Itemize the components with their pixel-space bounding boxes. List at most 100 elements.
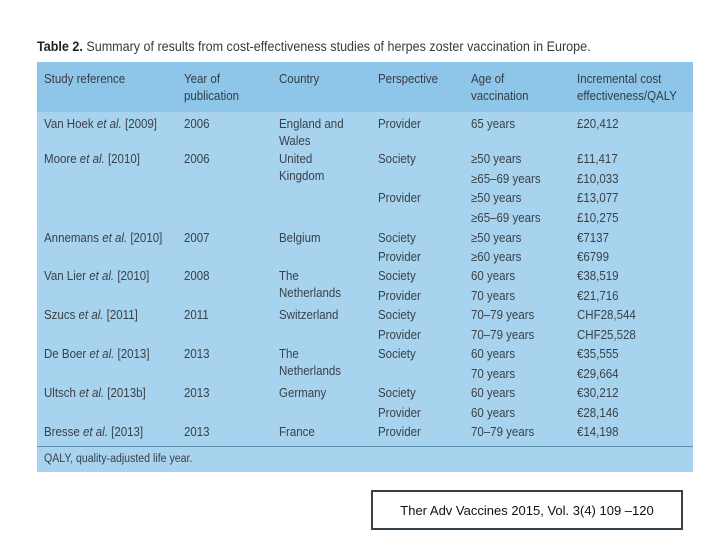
perspective-van-hoek: Provider [378, 117, 421, 131]
age-szucs-2: 70–79 years [471, 328, 535, 342]
icer-de-boer-1: €35,555 [577, 347, 619, 361]
year-annemans: 2007 [184, 231, 210, 245]
country-annemans: Belgium [279, 231, 321, 245]
country-bresse: France [279, 425, 315, 439]
perspective-szucs-1: Society [378, 308, 416, 322]
study-reference-szucs: Szucs et al. [2011] [44, 307, 138, 324]
ref-year: [2013b] [107, 386, 146, 400]
age-van-lier-2: 70 years [471, 289, 516, 303]
age-ultsch-1: 60 years [471, 386, 516, 400]
year-szucs: 2011 [184, 308, 209, 322]
icer-ultsch-1: €30,212 [577, 386, 619, 400]
perspective-annemans-2: Provider [378, 250, 421, 264]
icer-szucs-1: CHF28,544 [577, 308, 636, 322]
table-footnote: QALY, quality-adjusted life year. [44, 453, 193, 465]
country-moore-line1: United [279, 152, 313, 166]
header-age-line2: vaccination [471, 89, 529, 103]
country-de-boer-line1: The [279, 347, 299, 361]
age-annemans-2: ≥60 years [471, 250, 522, 264]
perspective-van-lier-2: Provider [378, 289, 421, 303]
table-title: Table 2. Summary of results from cost-ef… [37, 39, 651, 54]
age-szucs-1: 70–79 years [471, 308, 535, 322]
perspective-szucs-2: Provider [378, 328, 421, 342]
age-de-boer-2: 70 years [471, 367, 516, 381]
year-moore: 2006 [184, 152, 210, 166]
icer-van-lier-1: €38,519 [577, 269, 619, 283]
perspective-van-lier-1: Society [378, 269, 416, 283]
icer-van-lier-2: €21,716 [577, 289, 619, 303]
country-moore-line2: Kingdom [279, 169, 325, 183]
study-reference-ultsch: Ultsch et al. [2013b] [44, 385, 146, 402]
study-reference-bresse: Bresse et al. [2013] [44, 424, 143, 441]
et-al: et al. [79, 152, 105, 166]
perspective-moore-2: Provider [378, 191, 421, 205]
icer-moore-1: £11,417 [577, 152, 618, 166]
header-icer-line1: Incremental cost [577, 72, 662, 86]
perspective-de-boer: Society [378, 347, 416, 361]
study-reference-de-boer: De Boer et al. [2013] [44, 346, 150, 363]
ref-year: [2010] [117, 269, 150, 283]
country-szucs: Switzerland [279, 308, 339, 322]
header-perspective: Perspective [378, 72, 439, 86]
age-moore-1: ≥50 years [471, 152, 522, 166]
header-year-line1: Year of [184, 72, 221, 86]
author: De Boer [44, 347, 87, 361]
icer-szucs-2: CHF25,528 [577, 328, 636, 342]
header-country: Country [279, 72, 320, 86]
header-icer-line2: effectiveness/QALY [577, 89, 677, 103]
age-moore-3: ≥50 years [471, 191, 522, 205]
year-ultsch: 2013 [184, 386, 210, 400]
ref-year: [2010] [107, 152, 140, 166]
age-de-boer-1: 60 years [471, 347, 516, 361]
age-van-lier-1: 60 years [471, 269, 516, 283]
study-reference-annemans: Annemans et al. [2010] [44, 230, 162, 247]
author: Moore [44, 152, 77, 166]
table-footer-divider [37, 446, 693, 447]
icer-annemans-1: €7137 [577, 231, 609, 245]
et-al: et al. [89, 269, 115, 283]
author: Szucs [44, 308, 76, 322]
author: Ultsch [44, 386, 76, 400]
header-study-reference: Study reference [44, 72, 126, 86]
icer-van-hoek: £20,412 [577, 117, 619, 131]
age-bresse: 70–79 years [471, 425, 535, 439]
age-moore-4: ≥65–69 years [471, 211, 541, 225]
et-al: et al. [102, 231, 128, 245]
author: Bresse [44, 425, 80, 439]
perspective-moore-1: Society [378, 152, 416, 166]
et-al: et al. [82, 425, 108, 439]
perspective-annemans-1: Society [378, 231, 416, 245]
age-ultsch-2: 60 years [471, 406, 516, 420]
header-year-line2: publication [184, 89, 239, 103]
perspective-ultsch-1: Society [378, 386, 416, 400]
study-reference-van-lier: Van Lier et al. [2010] [44, 268, 149, 285]
year-van-hoek: 2006 [184, 117, 210, 131]
year-van-lier: 2008 [184, 269, 210, 283]
country-van-hoek-line2: Wales [279, 134, 311, 148]
country-van-lier-line2: Netherlands [279, 286, 342, 300]
study-reference-moore: Moore et al. [2010] [44, 151, 140, 168]
header-age-line1: Age of [471, 72, 505, 86]
table-body-background [37, 62, 693, 472]
icer-moore-4: £10,275 [577, 211, 619, 225]
country-ultsch: Germany [279, 386, 327, 400]
perspective-ultsch-2: Provider [378, 406, 421, 420]
et-al: et al. [79, 386, 105, 400]
et-al: et al. [96, 117, 122, 131]
country-van-hoek-line1: England and [279, 117, 344, 131]
perspective-bresse: Provider [378, 425, 421, 439]
et-al: et al. [78, 308, 104, 322]
table-header-band [37, 62, 693, 112]
age-moore-2: ≥65–69 years [471, 172, 541, 186]
icer-moore-3: £13,077 [577, 191, 619, 205]
ref-year: [2013] [111, 425, 144, 439]
year-de-boer: 2013 [184, 347, 210, 361]
icer-moore-2: £10,033 [577, 172, 619, 186]
author: Van Lier [44, 269, 86, 283]
year-bresse: 2013 [184, 425, 210, 439]
age-annemans-1: ≥50 years [471, 231, 522, 245]
icer-bresse: €14,198 [577, 425, 619, 439]
table-caption: Summary of results from cost-effectivene… [86, 39, 591, 54]
ref-year: [2009] [125, 117, 157, 131]
